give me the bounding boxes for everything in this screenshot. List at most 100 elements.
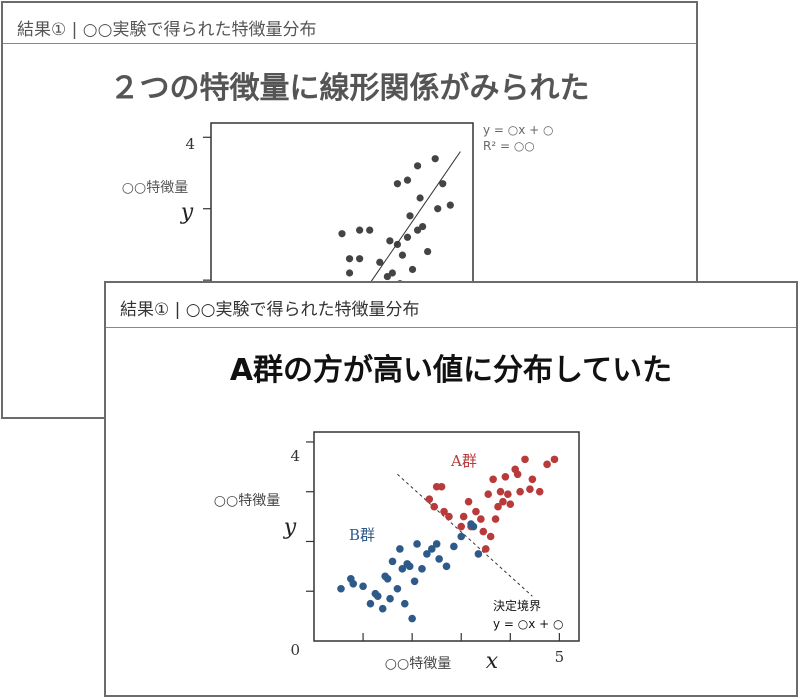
group-a-data-point <box>543 460 551 469</box>
group-b-data-point <box>457 532 466 541</box>
back-slide-header: 結果① | ○○実験で得られた特徴量分布 <box>17 20 317 40</box>
front-slide-header: 結果① | ○○実験で得られた特徴量分布 <box>120 300 420 320</box>
group-b-label: B群 <box>349 526 375 544</box>
back-data-point <box>434 205 442 213</box>
group-a-data-point <box>437 482 446 491</box>
back-data-point <box>383 272 391 281</box>
group-a-data-point <box>472 507 480 516</box>
back-data-point <box>393 180 402 188</box>
back-equation-line1: y = ○x + ○ <box>483 123 554 137</box>
group-a-data-point <box>504 490 512 499</box>
decision-boundary-line <box>397 473 533 597</box>
back-data-point <box>345 255 354 263</box>
group-b-data-point <box>337 584 345 593</box>
front-plot-frame <box>313 431 580 642</box>
group-b-data-point <box>403 560 412 568</box>
group-b-data-point <box>386 594 394 603</box>
group-a-data-point <box>526 485 534 494</box>
group-a-data-point <box>445 512 453 521</box>
back-data-point <box>403 233 412 241</box>
front-y-axis-label-jp: ○○特徴量 <box>214 493 280 509</box>
back-data-point <box>419 222 427 231</box>
group-b-data-point <box>359 582 367 591</box>
front-header-divider <box>106 327 796 328</box>
group-b-data-point <box>396 545 404 553</box>
group-a-data-point <box>457 522 466 531</box>
group-b-data-point <box>371 589 380 598</box>
group-b-data-point <box>418 565 426 573</box>
group-a-data-point <box>521 455 529 464</box>
front-slide-title: A群の方が高い値に分布していた <box>229 353 673 388</box>
back-data-point <box>413 226 422 234</box>
group-b-data-point <box>467 520 475 528</box>
group-b-data-point <box>408 614 416 623</box>
back-y-axis-label-jp: ○○特徴量 <box>122 180 188 196</box>
group-b-data-point <box>450 542 458 551</box>
back-y-tick-label: 4 <box>185 135 195 153</box>
group-a-data-point <box>430 502 439 511</box>
boundary-label-line1: 決定境界 <box>493 598 541 613</box>
back-data-point <box>416 194 424 202</box>
group-b-data-point <box>435 555 443 563</box>
group-a-data-point <box>491 515 500 523</box>
group-a-data-point <box>516 487 524 496</box>
back-plot-frame <box>210 122 474 421</box>
front-origin-label: 0 <box>290 641 300 659</box>
front-slide: 結果① | ○○実験で得られた特徴量分布 A群の方が高い値に分布していた 4 0 5… <box>104 281 798 697</box>
group-a-data-point <box>513 470 522 479</box>
back-equation-line2: R² = ○○ <box>483 139 535 153</box>
group-a-data-point <box>499 497 507 506</box>
group-a-data-point <box>459 512 468 521</box>
group-b-data-point <box>410 577 419 586</box>
back-data-point <box>388 269 396 277</box>
back-data-point <box>403 176 412 184</box>
back-data-point <box>376 258 384 266</box>
group-b-data-point <box>442 562 451 571</box>
group-b-data-point <box>398 565 407 573</box>
group-b-data-point <box>388 557 397 566</box>
group-a-label: A群 <box>450 452 477 470</box>
group-b-data-point <box>393 584 402 593</box>
group-a-data-point <box>481 545 490 553</box>
back-data-point <box>345 269 354 277</box>
group-a-data-point <box>494 502 502 511</box>
back-data-point <box>356 255 364 263</box>
front-y-tick-label: 4 <box>290 447 300 465</box>
group-b-data-point <box>427 545 436 553</box>
back-data-point <box>413 162 422 170</box>
group-a-data-point <box>489 475 497 484</box>
back-data-point <box>366 226 374 234</box>
group-a-data-point <box>535 487 544 496</box>
group-b-data-point <box>474 550 483 558</box>
group-a-data-point <box>464 497 473 506</box>
group-a-data-point <box>550 455 559 464</box>
front-x-axis-label-jp: ○○特徴量 <box>385 656 451 672</box>
back-data-point <box>424 247 432 256</box>
back-data-point <box>406 212 414 220</box>
back-slide-title: ２つの特徴量に線形関係がみられた <box>109 71 590 106</box>
group-b-data-point <box>349 579 358 588</box>
front-x-tick-label: 5 <box>555 648 565 666</box>
back-data-point <box>431 155 439 163</box>
group-a-data-point <box>479 527 488 536</box>
group-a-data-point <box>440 507 448 516</box>
group-a-data-point <box>506 500 515 508</box>
group-b-data-point <box>413 540 421 548</box>
back-header-divider <box>3 43 696 44</box>
group-b-data-point <box>400 599 409 608</box>
back-data-point <box>446 201 454 209</box>
front-x-axis-label-var: x <box>486 649 499 674</box>
group-b-data-point <box>423 550 431 558</box>
back-data-point <box>356 226 364 234</box>
group-a-data-point <box>496 487 505 496</box>
back-data-point <box>439 180 447 188</box>
group-a-data-point <box>501 472 510 481</box>
front-y-axis-label-var: y <box>283 515 297 540</box>
back-data-point <box>408 265 417 274</box>
group-b-data-point <box>378 604 387 613</box>
group-a-data-point <box>477 515 485 523</box>
back-y-axis-label-var: y <box>180 200 194 225</box>
group-a-data-point <box>425 495 434 503</box>
group-b-data-point <box>366 599 375 608</box>
